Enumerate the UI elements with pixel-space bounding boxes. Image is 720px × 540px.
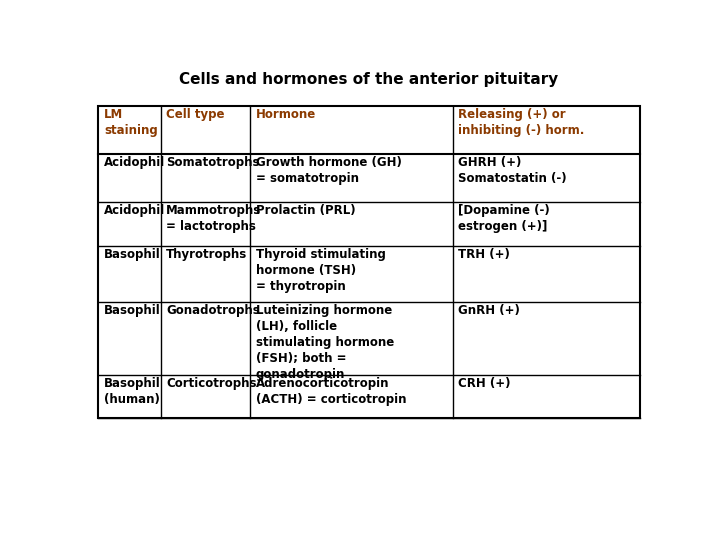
Text: Releasing (+) or
inhibiting (-) horm.: Releasing (+) or inhibiting (-) horm. [459,109,585,138]
Text: Cell type: Cell type [166,109,225,122]
Text: Adrenocorticotropin
(ACTH) = corticotropin: Adrenocorticotropin (ACTH) = corticotrop… [256,377,406,406]
Text: [Dopamine (-)
estrogen (+)]: [Dopamine (-) estrogen (+)] [459,204,550,233]
Text: Gonadotrophs: Gonadotrophs [166,304,260,317]
Text: Hormone: Hormone [256,109,316,122]
Text: GnRH (+): GnRH (+) [459,304,521,317]
Text: Acidophil: Acidophil [104,204,165,217]
Text: Somatotrophs: Somatotrophs [166,156,260,169]
Text: Luteinizing hormone
(LH), follicle
stimulating hormone
(FSH); both =
gonadotropi: Luteinizing hormone (LH), follicle stimu… [256,304,394,381]
Text: Acidophil: Acidophil [104,156,165,169]
Text: GHRH (+)
Somatostatin (-): GHRH (+) Somatostatin (-) [459,156,567,185]
Text: CRH (+): CRH (+) [459,377,511,390]
Text: Growth hormone (GH)
= somatotropin: Growth hormone (GH) = somatotropin [256,156,401,185]
Bar [99,106,639,418]
Text: Corticotrophs: Corticotrophs [166,377,257,390]
Text: Basophil
(human): Basophil (human) [104,377,161,406]
Text: Thyrotrophs: Thyrotrophs [166,248,248,261]
Text: LM
staining: LM staining [104,109,158,138]
Text: Basophil: Basophil [104,304,161,317]
Text: Mammotrophs
= lactotrophs: Mammotrophs = lactotrophs [166,204,261,233]
Text: Prolactin (PRL): Prolactin (PRL) [256,204,355,217]
Text: Thyroid stimulating
hormone (TSH)
= thyrotropin: Thyroid stimulating hormone (TSH) = thyr… [256,248,385,293]
Text: Basophil: Basophil [104,248,161,261]
Text: Cells and hormones of the anterior pituitary: Cells and hormones of the anterior pitui… [179,72,559,87]
Text: TRH (+): TRH (+) [459,248,510,261]
